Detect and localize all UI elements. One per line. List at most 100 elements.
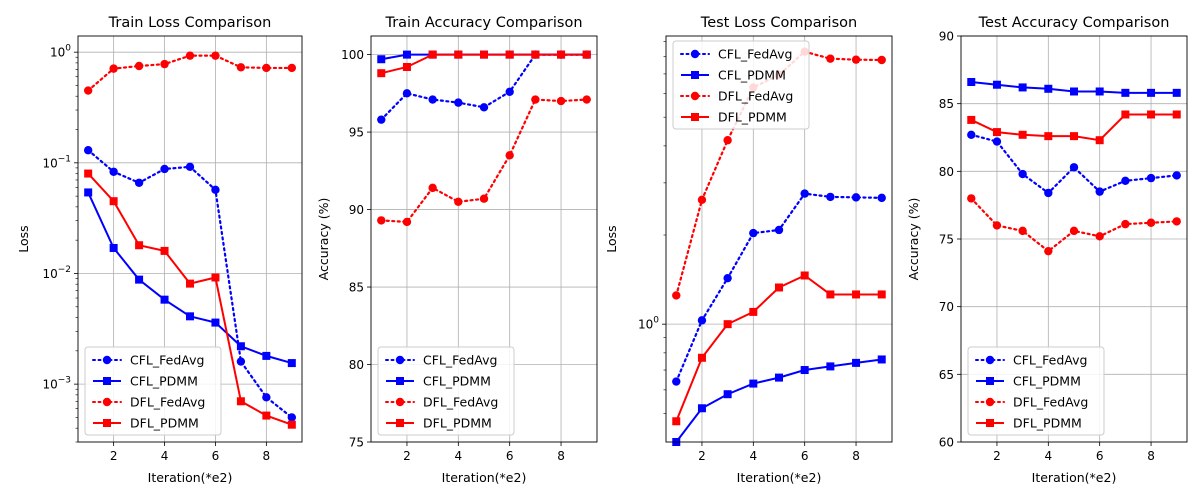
data-point [556, 96, 566, 106]
legend-marker [690, 49, 700, 59]
y-tick-label: 100 [50, 44, 71, 60]
legend-marker [102, 397, 112, 407]
data-point [826, 54, 835, 63]
data-point [1069, 163, 1079, 172]
x-tick-label: 8 [557, 449, 565, 463]
data-point [800, 189, 809, 198]
series-CFL_FedAvg [83, 146, 297, 422]
data-point [1147, 88, 1156, 97]
series-DFL_PDMM [377, 50, 591, 78]
legend-label: CFL_FedAvg [718, 47, 792, 62]
data-point [749, 307, 758, 316]
data-point [826, 362, 835, 371]
legend-label: CFL_PDMM [718, 68, 786, 83]
data-point [672, 377, 681, 386]
data-point [402, 89, 412, 98]
data-point [211, 273, 220, 282]
chart-3: 2 4 6 8 100 Test Loss Comparison Iteration(*e2… [604, 15, 893, 485]
legend-marker [396, 377, 404, 385]
data-point [852, 358, 861, 367]
data-point [723, 320, 732, 329]
data-point [1095, 232, 1104, 241]
y-tick-label: 80 [939, 165, 954, 179]
y-tick-label: 10−1 [42, 154, 71, 170]
legend-marker [691, 113, 699, 121]
data-point [287, 413, 297, 422]
data-point [109, 167, 118, 176]
data-point [454, 197, 463, 207]
chart-title: Train Loss Comparison [108, 15, 272, 31]
data-point [160, 295, 169, 304]
series-line-DFL_PDMM [675, 274, 882, 422]
data-point [262, 411, 271, 420]
data-point [557, 50, 566, 59]
data-point [377, 115, 386, 124]
legend-marker [103, 377, 111, 385]
plot-frame [77, 35, 303, 443]
data-point [109, 197, 118, 206]
data-point [186, 279, 194, 288]
legend-marker [103, 419, 111, 427]
series-CFL_PDMM [672, 355, 886, 446]
data-point [402, 50, 411, 59]
data-point [775, 283, 783, 292]
data-point [109, 243, 118, 252]
data-point [749, 379, 758, 388]
y-tick-label: 70 [939, 300, 954, 314]
data-point [84, 169, 93, 178]
y-tick-label: 10−3 [42, 376, 71, 392]
data-point [992, 221, 1002, 230]
x-axis-label: Iteration(*e2) [737, 470, 822, 485]
data-point [1095, 187, 1104, 196]
data-point [1018, 130, 1027, 139]
legend: CFL_FedAvg CFL_PDMM DFL_FedAvg DFL_PDMM [967, 346, 1105, 436]
data-point [877, 355, 886, 364]
y-tick-label: 85 [939, 97, 954, 111]
y-tick-label: 100 [341, 48, 364, 62]
series-CFL_PDMM [967, 78, 1181, 97]
data-point [505, 151, 514, 160]
data-point [109, 64, 118, 73]
x-tick-label: 2 [993, 449, 1001, 463]
data-point [287, 359, 296, 368]
data-point [236, 342, 245, 351]
data-point [402, 217, 412, 227]
series-line-CFL_PDMM [675, 358, 882, 443]
legend-label: CFL_FedAvg [1013, 353, 1087, 368]
x-axis-label: Iteration(*e2) [148, 470, 233, 485]
data-point [1172, 88, 1181, 97]
legend-label: DFL_FedAvg [130, 395, 205, 410]
series-DFL_PDMM [967, 110, 1181, 145]
x-axis-label: Iteration(*e2) [442, 470, 527, 485]
data-point [723, 136, 732, 145]
data-point [1044, 188, 1053, 198]
chart-title: Test Accuracy Comparison [978, 15, 1170, 31]
legend-label: CFL_FedAvg [423, 353, 497, 368]
data-point [877, 193, 886, 203]
data-point [967, 115, 976, 124]
data-point [454, 98, 463, 107]
data-point [967, 78, 976, 87]
data-point [800, 366, 809, 375]
data-point [1095, 87, 1104, 96]
legend-box [377, 346, 515, 436]
data-point [1044, 246, 1053, 256]
data-point [1172, 171, 1181, 180]
data-point [134, 178, 144, 187]
series-line-DFL_FedAvg [970, 197, 1178, 253]
series-line-DFL_FedAvg [87, 54, 293, 92]
data-point [826, 192, 835, 202]
data-point [749, 228, 758, 238]
data-point [531, 95, 540, 104]
data-point [992, 128, 1001, 137]
data-point [1095, 136, 1104, 145]
y-tick-label: 80 [349, 358, 364, 372]
data-point [1172, 217, 1181, 226]
legend-marker [690, 91, 700, 101]
x-tick-label: 2 [698, 449, 706, 463]
data-point [851, 55, 861, 64]
series-DFL_FedAvg [967, 194, 1181, 256]
y-tick-label: 10−2 [42, 265, 71, 281]
data-point [697, 353, 706, 362]
y-axis-label: Accuracy (%) [316, 198, 331, 281]
